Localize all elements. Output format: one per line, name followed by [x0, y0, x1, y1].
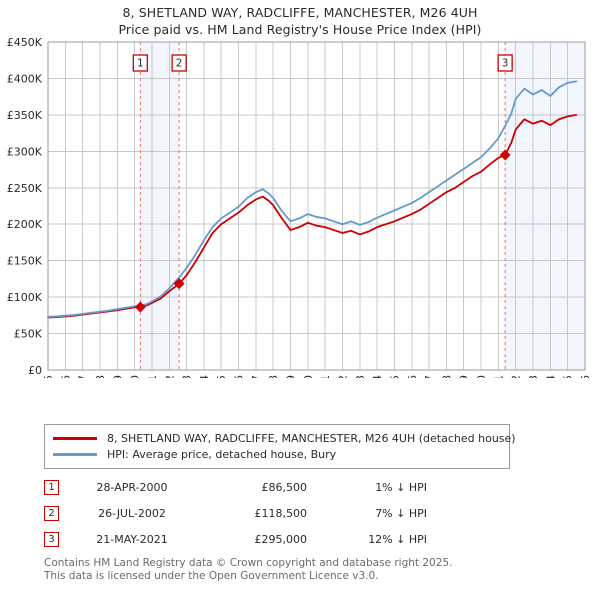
shaded-bands-group [140, 42, 585, 370]
y-axis-tick-label: £200K [7, 218, 43, 231]
series-line-hpi [47, 80, 578, 318]
x-axis-tick-label: 2004 [198, 375, 211, 378]
footer-licence: This data is licensed under the Open Gov… [44, 570, 379, 582]
sale-marker-badge: 2 [44, 505, 59, 521]
page-title: 8, SHETLAND WAY, RADCLIFFE, MANCHESTER, … [0, 4, 600, 38]
event-lines-group [139, 42, 506, 370]
chart-marker-badge-2: 2 [171, 54, 187, 72]
x-axis-tick-label: 2026 [579, 375, 592, 378]
table-row: 3 21-MAY-2021 £295,000 12% ↓ HPI [44, 526, 514, 552]
sale-point-marker-1 [134, 301, 146, 313]
plot-frame [47, 41, 586, 371]
legend-label-property: 8, SHETLAND WAY, RADCLIFFE, MANCHESTER, … [107, 431, 516, 445]
y-axis-tick-label: £100K [7, 291, 43, 304]
svg-text:1: 1 [137, 58, 144, 70]
legend-swatch-property [53, 436, 97, 440]
title-address: 8, SHETLAND WAY, RADCLIFFE, MANCHESTER, … [122, 5, 478, 20]
chart-legend: 8, SHETLAND WAY, RADCLIFFE, MANCHESTER, … [44, 424, 516, 469]
x-axis-tick-label: 2005 [215, 375, 228, 378]
shaded-band-2 [505, 42, 585, 370]
x-axis-tick-label: 2003 [181, 375, 194, 378]
x-axis-tick-label: 2016 [406, 375, 419, 378]
legend-item-property: 8, SHETLAND WAY, RADCLIFFE, MANCHESTER, … [53, 430, 516, 446]
x-axis-tick-label: 2015 [388, 375, 401, 378]
sale-date: 21-MAY-2021 [96, 532, 168, 546]
x-axis-tick-label: 2021 [492, 375, 505, 378]
table-row: 2 26-JUL-2002 £118,500 7% ↓ HPI [44, 500, 514, 526]
legend-label-hpi: HPI: Average price, detached house, Bury [107, 447, 337, 461]
y-axis-tick-label: £300K [7, 145, 43, 158]
x-axis-tick-label: 2000 [129, 375, 142, 378]
sale-points-group [134, 149, 511, 313]
title-subtitle: Price paid vs. HM Land Registry's House … [118, 22, 482, 37]
x-axis-tick-label: 2006 [233, 375, 246, 378]
sale-marker-badge: 1 [44, 479, 59, 495]
y-axis-tick-label: £150K [7, 255, 43, 268]
y-axis-tick-label: £400K [7, 72, 43, 85]
y-axis-tick-label: £350K [7, 109, 43, 122]
x-axis-tick-label: 2022 [510, 375, 523, 378]
plot-border [47, 41, 586, 371]
x-axis-tick-label: 2010 [302, 375, 315, 378]
legend-swatch-hpi [53, 452, 97, 456]
x-axis-tick-label: 2017 [423, 375, 436, 378]
x-axis-tick-label: 1995 [42, 375, 55, 378]
sale-hpi-delta: 7% ↓ HPI [375, 506, 427, 520]
x-axis-tick-label: 2012 [336, 375, 349, 378]
y-axis-labels: £0 £50K £100K £150K £200K £250K £300K £350K £400… [7, 38, 43, 377]
x-axis-tick-label: 2008 [267, 375, 280, 378]
x-axis-tick-label: 2013 [354, 375, 367, 378]
x-axis-labels: 1995 1996 1997 1998 1999 2000 2001 2002 2003 2004… [42, 375, 592, 378]
sale-date: 26-JUL-2002 [98, 506, 166, 520]
sale-price: £118,500 [254, 506, 308, 520]
hpi-price-chart: £0 £50K £100K £150K £200K £250K £300K £350K £400… [0, 38, 600, 378]
x-axis-tick-label: 2007 [250, 375, 263, 378]
sale-hpi-delta: 12% ↓ HPI [368, 532, 427, 546]
marker-badges-group: 1 2 3 [132, 54, 513, 72]
series-group [47, 80, 578, 319]
x-axis-tick-label: 2002 [163, 375, 176, 378]
x-axis-tick-label: 2020 [475, 375, 488, 378]
sale-point-marker-2 [173, 278, 185, 290]
table-row: 1 28-APR-2000 £86,500 1% ↓ HPI [44, 474, 514, 500]
x-axis-tick-label: 1997 [77, 375, 90, 378]
x-axis-tick-label: 2018 [440, 375, 453, 378]
x-axis-tick-label: 2009 [285, 375, 298, 378]
chart-canvas: £0 £50K £100K £150K £200K £250K £300K £350K £400… [7, 38, 592, 378]
svg-text:2: 2 [176, 58, 183, 70]
sale-price: £86,500 [261, 480, 308, 494]
x-axis-tick-label: 2025 [562, 375, 575, 378]
chart-marker-badge-3: 3 [497, 54, 513, 72]
y-axis-tick-label: £50K [14, 328, 43, 341]
sales-history-table: 1 28-APR-2000 £86,500 1% ↓ HPI 2 26-JUL-… [44, 474, 514, 552]
sale-point-marker-3 [499, 149, 511, 161]
y-axis-tick-label: £250K [7, 182, 43, 195]
gridlines-group [47, 41, 586, 371]
sale-hpi-delta: 1% ↓ HPI [375, 480, 427, 494]
x-axis-tick-label: 2014 [371, 375, 384, 378]
svg-text:3: 3 [502, 58, 509, 70]
x-axis-tick-label: 1998 [94, 375, 107, 378]
chart-marker-badge-1: 1 [132, 54, 148, 72]
x-axis-tick-label: 2019 [458, 375, 471, 378]
x-axis-tick-label: 1999 [111, 375, 124, 378]
sale-price: £295,000 [254, 532, 308, 546]
sale-date: 28-APR-2000 [96, 480, 168, 494]
y-axis-tick-label: £0 [28, 364, 42, 377]
footer-copyright: Contains HM Land Registry data © Crown c… [44, 557, 453, 569]
x-axis-tick-label: 1996 [59, 375, 72, 378]
x-axis-tick-label: 2023 [527, 375, 540, 378]
shaded-band-1 [140, 42, 180, 370]
attribution-footer: Contains HM Land Registry data © Crown c… [44, 557, 584, 583]
x-axis-tick-label: 2024 [544, 375, 557, 378]
x-axis-tick-label: 2001 [146, 375, 159, 378]
x-axis-tick-label: 2011 [319, 375, 332, 378]
legend-item-hpi: HPI: Average price, detached house, Bury [53, 446, 501, 462]
sale-marker-badge: 3 [44, 531, 59, 547]
y-axis-tick-label: £450K [7, 38, 43, 49]
